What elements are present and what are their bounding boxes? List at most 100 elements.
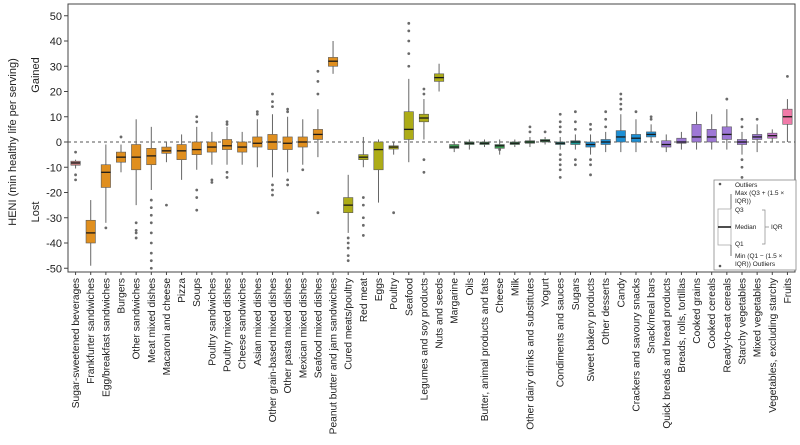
outlier-point-34-4 bbox=[589, 122, 592, 126]
box-47 bbox=[782, 74, 793, 142]
legend-q3-label: Q3 bbox=[735, 207, 744, 214]
outlier-point-23-0 bbox=[422, 92, 426, 96]
outlier-point-35-1 bbox=[604, 117, 608, 121]
outlier-point-23-1 bbox=[422, 87, 426, 91]
x-category-label-37: Crackers and savoury snacks bbox=[631, 278, 642, 412]
box-29 bbox=[509, 139, 520, 148]
y-tick-label-2: -30 bbox=[46, 213, 62, 225]
box-iqr-42 bbox=[706, 129, 717, 143]
outlier-point-44-2 bbox=[740, 175, 744, 179]
outlier-point-9-0 bbox=[210, 178, 214, 182]
outlier-point-22-3 bbox=[407, 29, 411, 33]
outlier-point-4-2 bbox=[134, 231, 138, 235]
box-series bbox=[70, 21, 793, 270]
box-3 bbox=[116, 135, 127, 173]
box-44 bbox=[736, 117, 747, 179]
outlier-point-18-3 bbox=[346, 254, 350, 258]
outlier-point-34-3 bbox=[589, 127, 592, 131]
outlier-point-44-0 bbox=[740, 158, 744, 162]
box-19 bbox=[358, 136, 369, 237]
outlier-point-44-3 bbox=[740, 125, 744, 129]
box-5 bbox=[146, 126, 157, 270]
outlier-point-21-0 bbox=[392, 211, 396, 215]
outlier-point-10-2 bbox=[225, 122, 229, 126]
x-category-label-45: Mixed vegetables bbox=[753, 278, 764, 357]
x-category-label-12: Asian mixed dishes bbox=[253, 278, 264, 366]
box-25 bbox=[449, 142, 460, 153]
outlier-point-32-0 bbox=[558, 153, 562, 157]
x-category-label-44: Starchy vegetables bbox=[737, 278, 748, 365]
box-36 bbox=[615, 92, 626, 153]
outlier-point-16-3 bbox=[316, 69, 320, 73]
legend-q1-label: Q1 bbox=[735, 241, 744, 248]
y-tick-label-0: -50 bbox=[46, 263, 62, 275]
legend-median-label: Median bbox=[735, 224, 757, 231]
outlier-point-38-0 bbox=[649, 117, 653, 121]
box-18 bbox=[343, 174, 354, 263]
outlier-point-13-4 bbox=[271, 100, 274, 103]
x-category-label-3: Burgers bbox=[117, 278, 128, 314]
outlier-point-45-0 bbox=[755, 117, 759, 121]
box-10 bbox=[222, 120, 233, 179]
box-0 bbox=[70, 150, 81, 182]
box-20 bbox=[373, 139, 384, 203]
box-iqr-8 bbox=[191, 141, 202, 155]
plot-frame bbox=[67, 3, 796, 273]
box-13 bbox=[267, 92, 278, 197]
legend-outlier-dot-bottom bbox=[718, 264, 722, 268]
box-7 bbox=[176, 134, 187, 180]
outlier-point-34-1 bbox=[589, 163, 592, 167]
legend-min-label-2: IQR)) Outliers bbox=[735, 261, 776, 268]
x-category-label-24: Nuts and seeds bbox=[435, 278, 446, 349]
box-14 bbox=[282, 107, 293, 187]
box-iqr-2 bbox=[100, 164, 111, 188]
x-category-label-2: Egg/breakfast sandwiches bbox=[101, 278, 112, 397]
box-2 bbox=[100, 144, 111, 230]
outlier-point-8-2 bbox=[195, 208, 199, 212]
x-category-label-14: Other pasta mixed dishes bbox=[283, 278, 294, 394]
y-tick-label-9: 40 bbox=[50, 36, 62, 48]
outlier-point-23-3 bbox=[422, 170, 426, 174]
box-iqr-1 bbox=[85, 219, 96, 244]
outlier-point-5-2 bbox=[149, 213, 153, 217]
outlier-point-22-0 bbox=[407, 64, 411, 68]
outlier-point-14-2 bbox=[286, 110, 290, 114]
x-category-label-36: Candy bbox=[616, 277, 627, 307]
box-33 bbox=[570, 110, 581, 167]
outlier-point-4-1 bbox=[134, 228, 138, 232]
x-category-label-0: Sugar-sweetened beverages bbox=[71, 278, 82, 408]
outlier-point-5-7 bbox=[149, 259, 153, 263]
x-category-label-23: Legumes and soy products bbox=[419, 278, 430, 400]
outlier-point-32-7 bbox=[558, 120, 562, 124]
box-37 bbox=[630, 110, 641, 153]
x-category-label-33: Sugars bbox=[571, 278, 582, 310]
y-tick-label-8: 30 bbox=[50, 61, 62, 73]
y-region-label-lost: Lost bbox=[30, 202, 42, 223]
outlier-point-32-8 bbox=[558, 112, 562, 116]
x-category-label-19: Red meat bbox=[359, 278, 370, 322]
box-32 bbox=[555, 112, 566, 179]
x-category-label-27: Butter, animal products and fats bbox=[480, 278, 491, 421]
outlier-point-6-0 bbox=[165, 203, 168, 207]
box-28 bbox=[494, 139, 505, 155]
x-category-label-13: Other grain-based mixed dishes bbox=[268, 278, 279, 422]
box-38 bbox=[646, 115, 657, 142]
outlier-point-32-2 bbox=[558, 163, 562, 167]
outlier-point-8-0 bbox=[195, 188, 199, 192]
box-24 bbox=[434, 63, 445, 92]
outlier-point-8-3 bbox=[195, 120, 199, 124]
x-category-label-21: Poultry bbox=[389, 277, 400, 310]
y-tick-label-7: 20 bbox=[50, 87, 62, 99]
box-iqr-12 bbox=[252, 136, 263, 148]
outlier-point-19-0 bbox=[361, 196, 365, 199]
box-30 bbox=[524, 125, 535, 148]
x-category-label-39: Quick breads and bread products bbox=[662, 278, 673, 429]
x-category-label-15: Mexican mixed dishes bbox=[298, 278, 309, 378]
outlier-point-36-0 bbox=[619, 107, 623, 111]
box-43 bbox=[721, 97, 732, 150]
outlier-point-30-0 bbox=[528, 130, 532, 134]
legend-iqr-label: IQR bbox=[771, 224, 783, 231]
outlier-point-13-1 bbox=[271, 188, 274, 192]
outlier-point-5-8 bbox=[149, 266, 153, 270]
